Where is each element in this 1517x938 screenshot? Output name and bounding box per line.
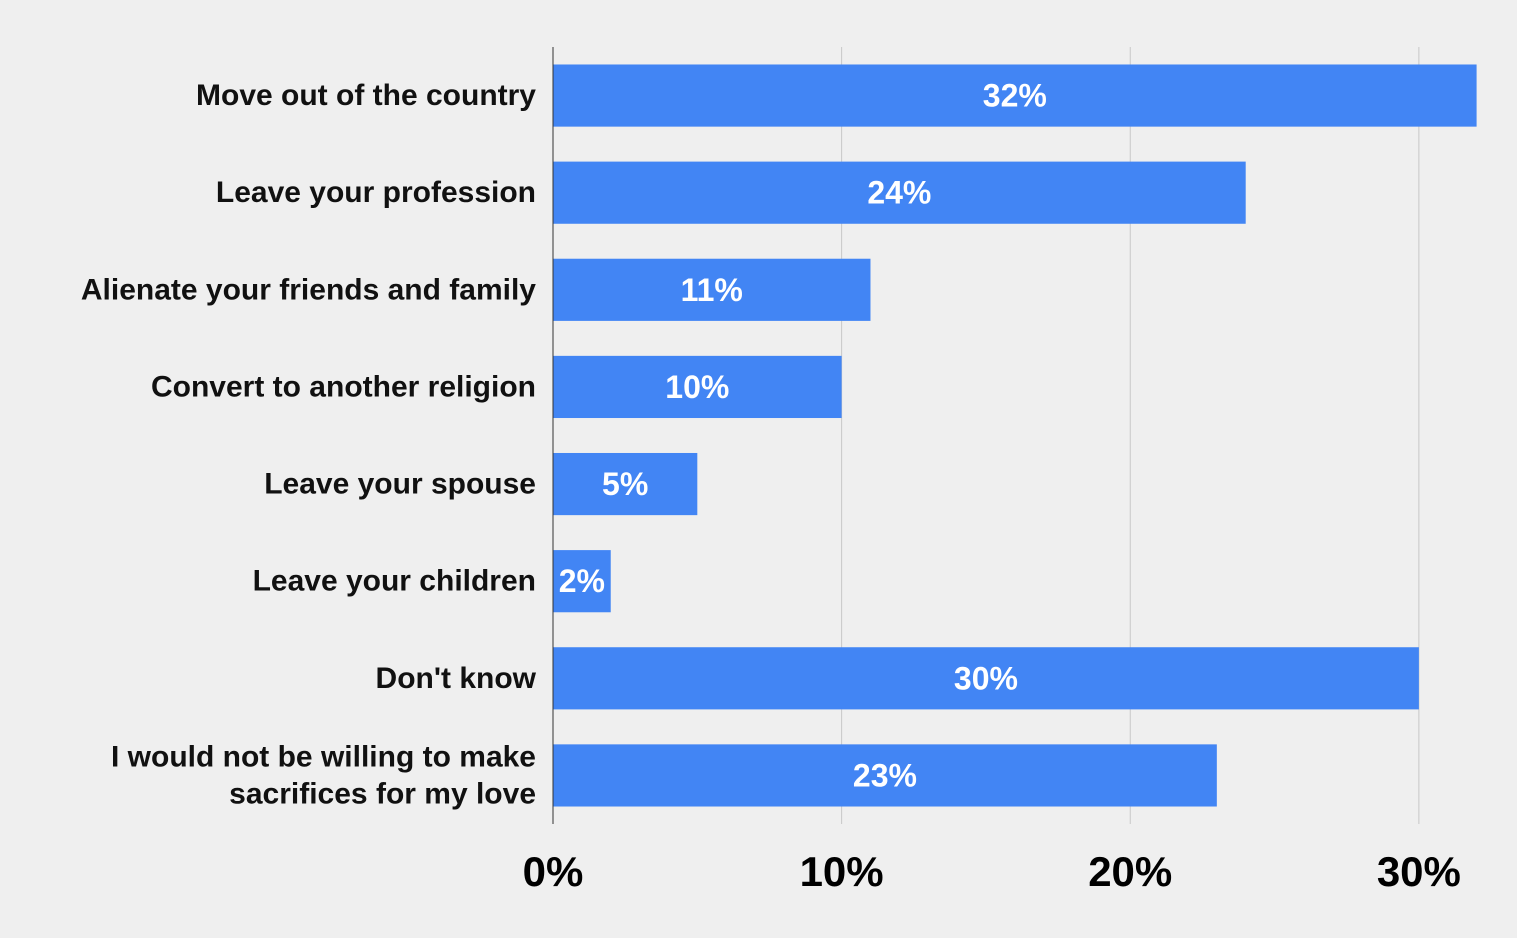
data-label: 11% <box>681 272 743 308</box>
bar <box>553 452 698 516</box>
category-label: Leave your spouse <box>264 468 536 501</box>
bars: 32% 24% 11% 10% 5% 2% 30% 23% <box>553 64 1477 807</box>
bar <box>553 550 611 613</box>
bar <box>553 744 1217 807</box>
category-label: Don't know <box>376 662 537 695</box>
x-tick-label: 0% <box>523 848 584 895</box>
category-label: Move out of the country <box>196 79 536 112</box>
data-label: 2% <box>559 563 605 599</box>
data-label: 30% <box>954 660 1018 696</box>
category-label: Leave your children <box>253 565 536 598</box>
category-labels: Move out of the country Leave your profes… <box>81 79 537 810</box>
x-tick-labels: 0% 10% 20% 30% <box>523 848 1461 895</box>
category-label: Alienate your friends and family <box>81 273 536 306</box>
category-label: sacrifices for my love <box>229 777 536 810</box>
data-label: 5% <box>602 466 648 502</box>
x-tick-label: 20% <box>1088 848 1172 895</box>
x-tick-label: 10% <box>800 848 884 895</box>
data-label: 32% <box>983 78 1047 114</box>
data-label: 24% <box>867 175 931 211</box>
x-tick-label: 30% <box>1377 848 1461 895</box>
bar <box>553 355 842 419</box>
category-label: Leave your profession <box>216 176 536 209</box>
category-label: Convert to another religion <box>151 370 536 403</box>
data-label: 23% <box>853 757 917 793</box>
bar <box>553 64 1477 127</box>
bar <box>553 258 871 321</box>
category-label: I would not be willing to make <box>111 740 536 773</box>
bar <box>553 161 1246 224</box>
data-label: 10% <box>665 369 729 405</box>
bar <box>553 647 1419 710</box>
